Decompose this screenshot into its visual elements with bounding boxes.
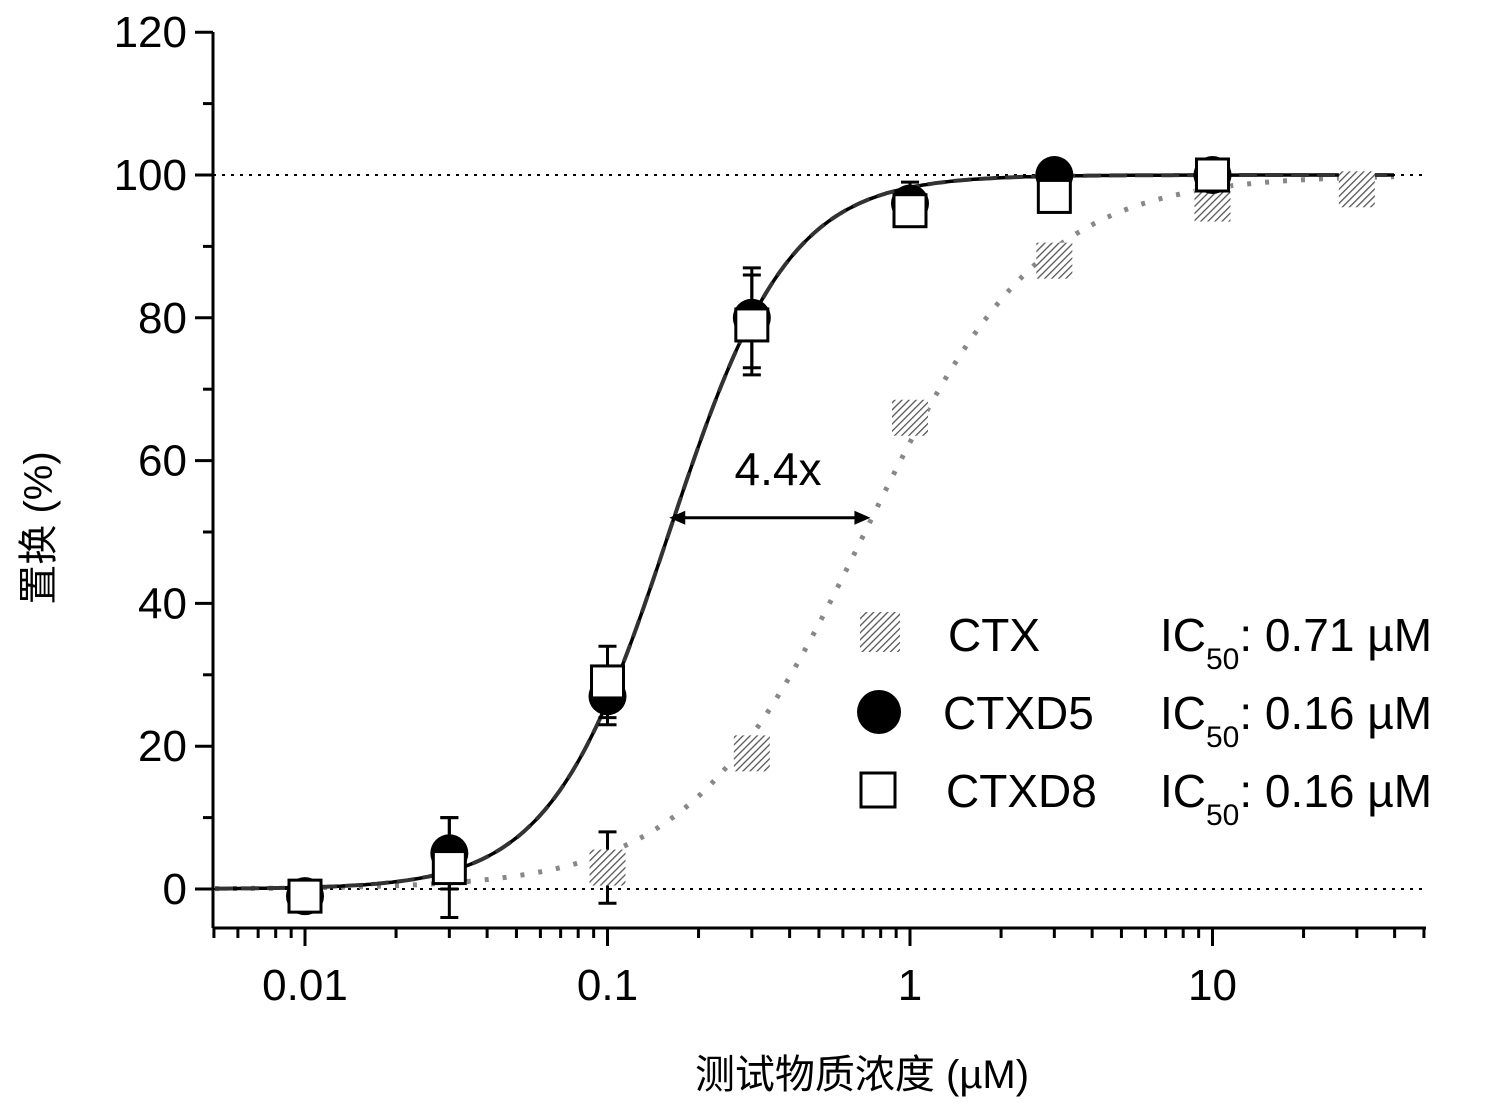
- data-point-ctxd8: [892, 193, 928, 229]
- x-ticks: 0.01 0.1 1 10: [212, 928, 1426, 1010]
- annotation-arrow-head-right: [854, 510, 871, 525]
- data-point-ctxd8: [734, 307, 770, 343]
- fit-curves: [215, 173, 1395, 892]
- y-tick-label: 100: [114, 151, 187, 200]
- fit-curve-ctxd8: [215, 173, 1394, 891]
- annotation-arrow-head-left: [669, 510, 686, 525]
- legend-ic50-ctxd5: IC50: 0.16 µM: [1160, 687, 1432, 754]
- y-axis-title: 置换 (%): [17, 451, 61, 604]
- y-ticks: 0 20 40 60 80 100 120: [114, 8, 213, 914]
- data-point-ctx: [1338, 171, 1375, 208]
- legend-marker-ctx: [860, 612, 900, 652]
- legend-label-ctx: CTX: [948, 609, 1040, 661]
- annotation-label: 4.4x: [735, 443, 822, 495]
- legend-marker-ctxd8: [859, 771, 897, 809]
- x-tick-label: 0.1: [577, 961, 638, 1010]
- legend-label-ctxd8: CTXD8: [946, 765, 1097, 817]
- data-point-ctxd8: [1195, 157, 1230, 193]
- fit-curve-ctxd5: [215, 173, 1394, 891]
- y-tick-label: 120: [114, 8, 187, 57]
- data-point-ctxd8: [1036, 178, 1072, 214]
- data-point-ctxd8: [590, 664, 625, 700]
- fold-change-annotation: 4.4x: [669, 443, 871, 525]
- y-tick-label: 40: [138, 579, 187, 628]
- data-points: [286, 156, 1375, 920]
- legend-ic50-ctx: IC50: 0.71 µM: [1160, 609, 1432, 676]
- x-tick-label: 0.01: [262, 961, 348, 1010]
- y-tick-label: 0: [163, 865, 187, 914]
- legend-ic50-ctxd8: IC50: 0.16 µM: [1160, 765, 1432, 832]
- x-axis-title: 测试物质浓度 (µM): [695, 1053, 1029, 1097]
- y-tick-label: 60: [138, 437, 187, 486]
- legend-marker-ctxd5: [857, 690, 901, 734]
- x-tick-label: 1: [898, 961, 922, 1010]
- fit-curve-ctx: [215, 174, 1395, 892]
- data-point-ctxd8: [431, 850, 467, 886]
- y-tick-label: 20: [138, 722, 187, 771]
- legend-label-ctxd5: CTXD5: [943, 687, 1094, 739]
- data-point-ctx: [589, 849, 626, 886]
- y-tick-label: 80: [138, 294, 187, 343]
- legend: CTX IC50: 0.71 µM CTXD5 IC50: 0.16 µM CT…: [857, 609, 1432, 832]
- data-point-ctx: [892, 399, 928, 436]
- x-tick-label: 10: [1188, 961, 1237, 1010]
- data-point-ctxd8: [287, 878, 323, 914]
- data-point-ctx: [1036, 242, 1073, 279]
- data-point-ctx: [733, 735, 770, 772]
